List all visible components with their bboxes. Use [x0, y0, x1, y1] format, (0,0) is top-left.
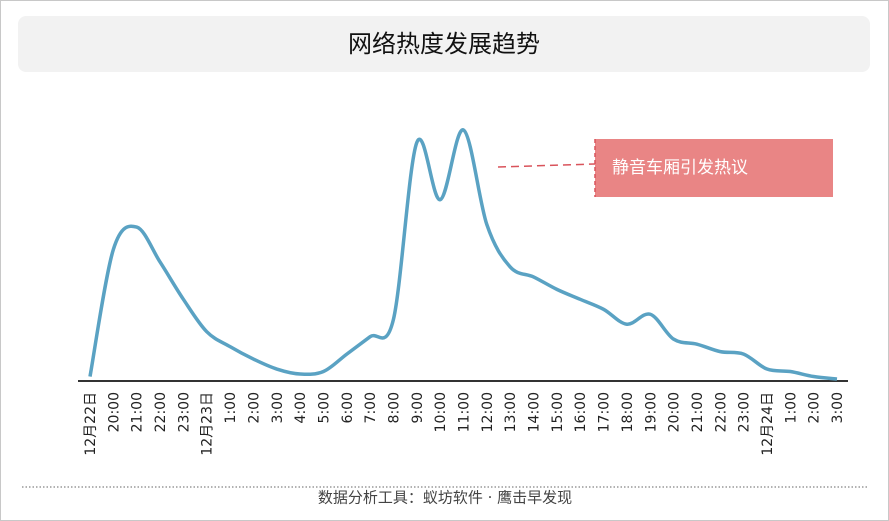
x-tick-label: 14:00	[527, 392, 543, 432]
title-box	[18, 16, 870, 72]
annotation-pointer	[497, 163, 596, 168]
x-tick-label: 17:00	[597, 392, 613, 432]
x-tick-label: 13:00	[503, 392, 519, 432]
x-tick-label: 2:00	[807, 392, 823, 423]
x-tick-label: 18:00	[620, 392, 636, 432]
line	[88, 128, 838, 381]
x-tick-label: 4:00	[293, 392, 309, 423]
x-tick-label: 21:00	[130, 392, 146, 432]
x-tick-label: 12月24日	[760, 392, 776, 456]
x-tick-label: 12:00	[480, 392, 496, 432]
x-tick-label: 12月23日	[200, 392, 216, 456]
x-tick-label: 20:00	[106, 392, 122, 432]
chart-title: 网络热度发展趋势	[348, 30, 540, 58]
x-tick-label: 8:00	[386, 392, 402, 423]
x-tick-label: 7:00	[363, 392, 379, 423]
x-tick-label: 22:00	[713, 392, 729, 432]
x-tick-label: 23:00	[176, 392, 192, 432]
x-tick-label: 20:00	[667, 392, 683, 432]
x-tick-label: 21:00	[690, 392, 706, 432]
annotation: 静音车厢引发热议	[612, 158, 748, 178]
x-tick-label: 11:00	[457, 392, 473, 432]
footer: 数据分析工具：蚁坊软件 · 鹰击早发现	[318, 489, 572, 507]
annotation-box	[595, 139, 833, 197]
x-tick-label: 9:00	[410, 392, 426, 423]
x-tick-label: 22:00	[153, 392, 169, 432]
x-tick-label: 2:00	[246, 392, 262, 423]
x-tick-label: 15:00	[550, 392, 566, 432]
x-tick-label: 10:00	[433, 392, 449, 432]
x-tick-label: 12月22日	[83, 392, 99, 456]
x-tick-label: 1:00	[783, 392, 799, 423]
x-tick-label: 23:00	[737, 392, 753, 432]
x-tick-label: 1:00	[223, 392, 239, 423]
x-tick-label: 16:00	[573, 392, 589, 432]
x-tick-label: 6:00	[340, 392, 356, 423]
x-tick-label: 3:00	[270, 392, 286, 423]
x-tick-label: 5:00	[316, 392, 332, 423]
x-tick-label: 19:00	[643, 392, 659, 432]
x-tick-label: 3:00	[830, 392, 846, 423]
